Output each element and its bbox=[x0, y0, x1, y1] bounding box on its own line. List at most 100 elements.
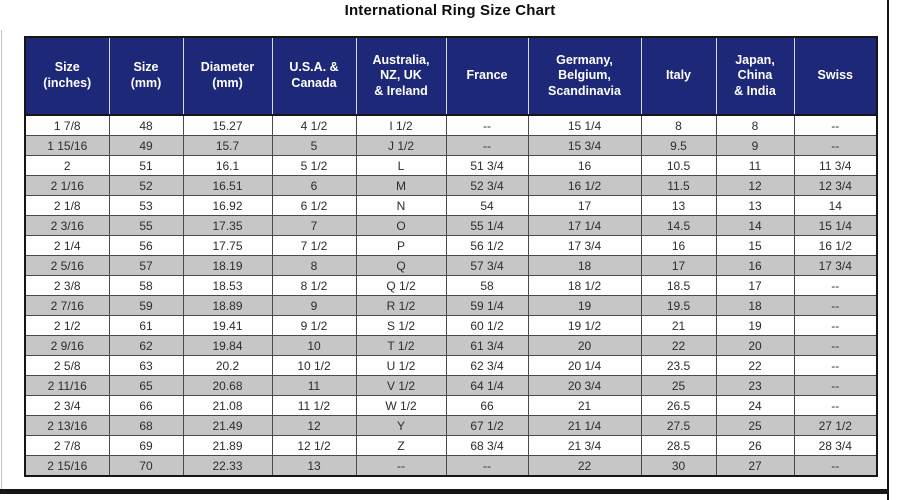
table-cell: -- bbox=[445, 455, 529, 477]
table-row: 2 5/8 63 20.2 10 1/2 U 1/2 62 3/4 20 1/4 23.5 22… bbox=[24, 355, 878, 376]
table-cell: -- bbox=[793, 455, 878, 477]
table-cell: 21 bbox=[527, 395, 642, 416]
table-cell: 21 bbox=[640, 315, 717, 336]
table-row: 2 9/16 62 19.84 10 T 1/2 61 3/4 20 22 20 -- bbox=[24, 335, 878, 356]
table-cell: 59 1/4 bbox=[445, 295, 529, 316]
table-cell: 17 bbox=[715, 275, 795, 296]
table-cell: 17 bbox=[640, 255, 717, 276]
table-cell: 21 1/4 bbox=[527, 415, 642, 436]
table-cell: 56 bbox=[108, 235, 184, 256]
table-cell: 60 1/2 bbox=[445, 315, 529, 336]
table-cell: 30 bbox=[640, 455, 717, 477]
table-cell: 2 5/8 bbox=[24, 355, 110, 376]
table-cell: 57 bbox=[108, 255, 184, 276]
table-cell: 15 1/4 bbox=[527, 114, 642, 136]
table-cell: 25 bbox=[640, 375, 717, 396]
table-cell: 12 1/2 bbox=[271, 435, 357, 456]
table-cell: 8 bbox=[640, 114, 717, 136]
table-cell: 15 bbox=[715, 235, 795, 256]
table-cell: 8 bbox=[715, 114, 795, 136]
table-cell: 62 bbox=[108, 335, 184, 356]
table-cell: 11 bbox=[715, 155, 795, 176]
table-cell: 23 bbox=[715, 375, 795, 396]
column-header: Size (mm) bbox=[108, 36, 184, 116]
table-row: 2 13/16 68 21.49 12 Y 67 1/2 21 1/4 27.5 25 27 1/… bbox=[24, 415, 878, 436]
column-header: Size (inches) bbox=[24, 36, 110, 116]
table-cell: 2 3/8 bbox=[24, 275, 110, 296]
table-cell: 7 1/2 bbox=[271, 235, 357, 256]
table-cell: 9 bbox=[715, 135, 795, 156]
table-cell: V 1/2 bbox=[355, 375, 447, 396]
table-cell: 28.5 bbox=[640, 435, 717, 456]
table-cell: 14.5 bbox=[640, 215, 717, 236]
table-cell: 20 3/4 bbox=[527, 375, 642, 396]
table-cell: 68 bbox=[108, 415, 184, 436]
right-frame-line bbox=[887, 0, 889, 500]
table-cell: 16.51 bbox=[182, 175, 273, 196]
table-cell: -- bbox=[793, 114, 878, 136]
table-cell: W 1/2 bbox=[355, 395, 447, 416]
table-cell: 54 bbox=[445, 195, 529, 216]
table-cell: 15.7 bbox=[182, 135, 273, 156]
table-cell: 17 bbox=[527, 195, 642, 216]
column-header: Swiss bbox=[793, 36, 878, 116]
table-cell: 11.5 bbox=[640, 175, 717, 196]
table-cell: 1 7/8 bbox=[24, 114, 110, 136]
table-cell: 15.27 bbox=[182, 114, 273, 136]
table-row: 2 7/16 59 18.89 9 R 1/2 59 1/4 19 19.5 18 -- bbox=[24, 295, 878, 316]
table-cell: 55 1/4 bbox=[445, 215, 529, 236]
table-cell: 13 bbox=[715, 195, 795, 216]
table-row: 2 11/16 65 20.68 11 V 1/2 64 1/4 20 3/4 25 23 -- bbox=[24, 375, 878, 396]
table-cell: 67 1/2 bbox=[445, 415, 529, 436]
table-cell: 2 1/8 bbox=[24, 195, 110, 216]
table-cell: 5 1/2 bbox=[271, 155, 357, 176]
table-cell: 56 1/2 bbox=[445, 235, 529, 256]
table-cell: 27 1/2 bbox=[793, 415, 878, 436]
table-cell: 52 bbox=[108, 175, 184, 196]
table-cell: 2 9/16 bbox=[24, 335, 110, 356]
table-cell: 16 bbox=[715, 255, 795, 276]
table-cell: 20 bbox=[715, 335, 795, 356]
table-cell: 70 bbox=[108, 455, 184, 477]
table-cell: -- bbox=[445, 114, 529, 136]
table-cell: -- bbox=[445, 135, 529, 156]
table-cell: T 1/2 bbox=[355, 335, 447, 356]
table-cell: -- bbox=[793, 135, 878, 156]
table-row: 1 15/16 49 15.7 5 J 1/2 -- 15 3/4 9.5 9 -- bbox=[24, 135, 878, 156]
table-cell: 57 3/4 bbox=[445, 255, 529, 276]
table-row: 2 5/16 57 18.19 8 Q 57 3/4 18 17 16 17 3/4 bbox=[24, 255, 878, 276]
page-title: International Ring Size Chart bbox=[344, 2, 556, 19]
table-cell: N bbox=[355, 195, 447, 216]
header-row: Size (inches) Size (mm) Diameter (mm) U.S.A… bbox=[24, 36, 878, 116]
table-cell: 58 bbox=[445, 275, 529, 296]
table-cell: 58 bbox=[108, 275, 184, 296]
table-cell: 63 bbox=[108, 355, 184, 376]
table-cell: 2 3/4 bbox=[24, 395, 110, 416]
table-cell: 25 bbox=[715, 415, 795, 436]
table-header: Size (inches) Size (mm) Diameter (mm) U.S.A… bbox=[24, 36, 878, 116]
table-row: 2 1/8 53 16.92 6 1/2 N 54 17 13 13 14 bbox=[24, 195, 878, 216]
table-cell: M bbox=[355, 175, 447, 196]
table-cell: 20 bbox=[527, 335, 642, 356]
table-cell: 2 1/16 bbox=[24, 175, 110, 196]
table-cell: 21 3/4 bbox=[527, 435, 642, 456]
table-row: 2 51 16.1 5 1/2 L 51 3/4 16 10.5 11 11 3/4 bbox=[24, 155, 878, 176]
table-cell: 18 bbox=[527, 255, 642, 276]
table-cell: 19.84 bbox=[182, 335, 273, 356]
table-cell: 2 7/8 bbox=[24, 435, 110, 456]
table-cell: 4 1/2 bbox=[271, 114, 357, 136]
table-cell: 15 1/4 bbox=[793, 215, 878, 236]
table-cell: S 1/2 bbox=[355, 315, 447, 336]
table-cell: 65 bbox=[108, 375, 184, 396]
table-cell: 68 3/4 bbox=[445, 435, 529, 456]
table-cell: 16 bbox=[640, 235, 717, 256]
table-cell: 8 1/2 bbox=[271, 275, 357, 296]
table-cell: 22 bbox=[640, 335, 717, 356]
table-cell: 19 bbox=[527, 295, 642, 316]
column-header: Australia, NZ, UK & Ireland bbox=[355, 36, 447, 116]
table-cell: Q bbox=[355, 255, 447, 276]
table-cell: 11 3/4 bbox=[793, 155, 878, 176]
bottom-frame-bar bbox=[0, 489, 889, 494]
table-cell: 16 1/2 bbox=[793, 235, 878, 256]
table-row: 2 3/16 55 17.35 7 O 55 1/4 17 1/4 14.5 14 15 1/4 bbox=[24, 215, 878, 236]
